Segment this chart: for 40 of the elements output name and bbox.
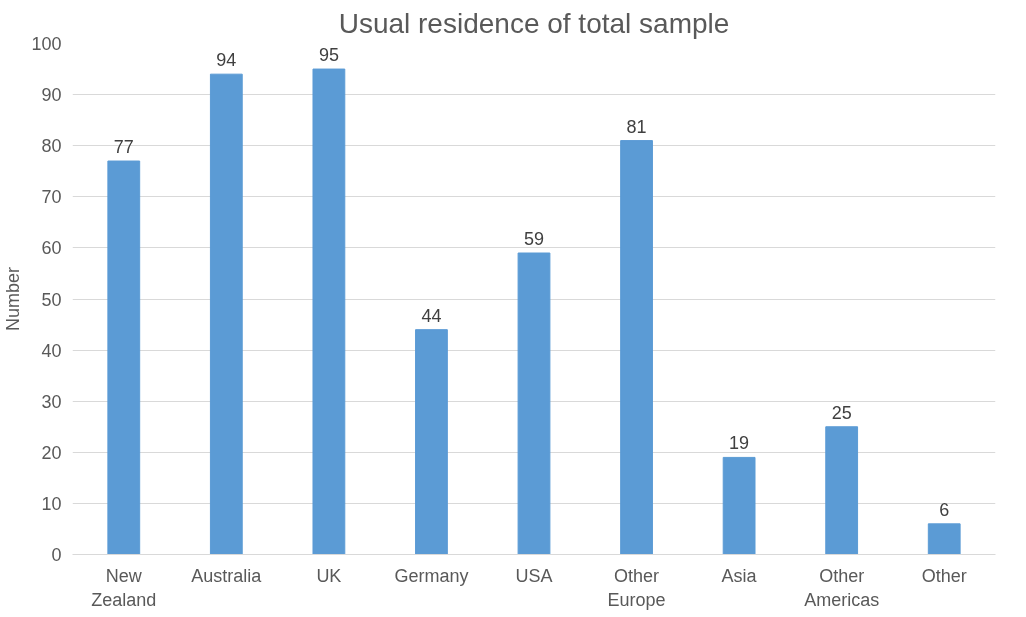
bar xyxy=(312,68,346,555)
y-tick-label: 20 xyxy=(41,442,62,463)
x-tick-label: New Zealand xyxy=(91,565,157,610)
data-label: 77 xyxy=(113,137,134,158)
bar xyxy=(107,160,141,555)
data-label: 19 xyxy=(729,433,750,454)
y-tick-label: 60 xyxy=(41,238,62,259)
x-tick-label: Other Americas xyxy=(804,565,880,610)
bar xyxy=(927,523,961,555)
bar xyxy=(722,456,756,555)
bar xyxy=(825,426,859,555)
y-tick-label: 80 xyxy=(41,136,62,157)
x-tick-label: Other xyxy=(921,565,967,586)
data-label: 95 xyxy=(318,45,339,66)
data-label: 81 xyxy=(626,116,647,137)
bar xyxy=(415,329,448,555)
y-tick-label: 10 xyxy=(41,493,62,514)
data-label: 6 xyxy=(939,499,950,520)
y-axis-title: Number xyxy=(3,266,24,332)
bar xyxy=(517,252,551,555)
x-tick-label: Australia xyxy=(191,565,263,586)
y-tick-label: 0 xyxy=(51,545,62,565)
x-tick-label: Other Europe xyxy=(607,565,666,610)
y-tick-label: 100 xyxy=(31,34,62,54)
bar xyxy=(620,140,653,555)
data-label: 44 xyxy=(421,305,442,326)
data-label: 94 xyxy=(216,50,237,71)
y-tick-label: 30 xyxy=(41,391,62,412)
y-tick-label: 50 xyxy=(41,289,62,310)
x-tick-label: USA xyxy=(515,565,553,586)
data-label: 59 xyxy=(523,229,545,250)
y-tick-label: 70 xyxy=(41,187,62,208)
data-label: 25 xyxy=(831,402,852,423)
chart-title: Usual residence of total sample xyxy=(338,7,730,39)
x-tick-label: Asia xyxy=(721,565,758,586)
y-tick-label: 40 xyxy=(41,340,62,361)
x-tick-label: Germany xyxy=(394,565,469,586)
x-tick-label: UK xyxy=(316,565,342,586)
bar xyxy=(209,73,243,555)
y-tick-label: 90 xyxy=(41,85,62,106)
